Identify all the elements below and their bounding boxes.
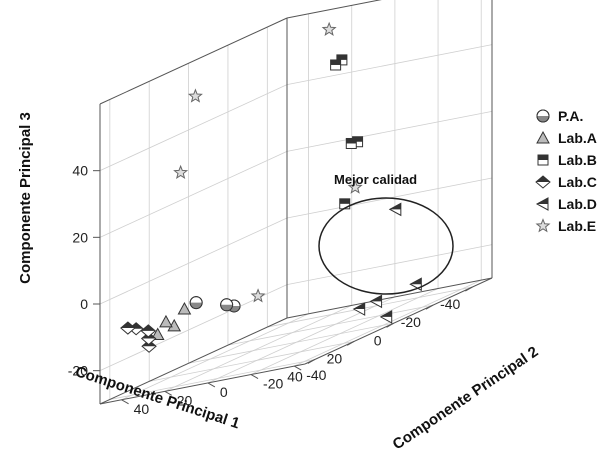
data-point <box>345 137 357 149</box>
z-axis-title: Componente Principal 3 <box>17 112 34 284</box>
legend-marker <box>537 154 549 166</box>
grid-line <box>109 359 315 400</box>
grid-line <box>99 150 288 238</box>
frame-edge <box>99 363 306 405</box>
data-point <box>187 88 203 103</box>
x-tick <box>465 286 473 292</box>
data-point <box>189 296 203 310</box>
y-tick <box>207 382 216 388</box>
data-point <box>159 314 173 328</box>
x-tick <box>386 322 394 328</box>
grid-line <box>149 340 355 382</box>
y-tick-label: 20 <box>177 392 193 408</box>
data-point <box>250 288 266 303</box>
grid-line <box>286 44 493 86</box>
legend-marker <box>536 130 550 144</box>
legend-marker <box>535 197 549 211</box>
frame-edge <box>286 0 382 19</box>
x-tick-label: 20 <box>327 350 343 366</box>
z-tick-label: -20 <box>68 363 88 379</box>
grid-line <box>99 217 288 305</box>
z-tick-label: 20 <box>72 229 88 245</box>
x-axis-title: Componente Principal 1 <box>73 363 242 432</box>
point-layer <box>120 21 422 353</box>
best-quality-annotation: Mejor calidad <box>334 172 417 187</box>
data-point <box>352 302 366 316</box>
grid-line <box>99 84 288 172</box>
data-point <box>321 21 337 36</box>
grid-line <box>121 313 309 401</box>
data-point <box>388 202 402 217</box>
frame-edge <box>304 277 493 365</box>
x-tick-label: 40 <box>287 368 303 384</box>
legend-label: Lab.E <box>558 218 596 234</box>
grid-line <box>250 288 439 375</box>
frame-edge <box>99 17 288 105</box>
legend-label: Lab.A <box>558 130 597 146</box>
y-tick <box>121 399 129 405</box>
data-point <box>220 298 234 312</box>
x-tick <box>307 359 316 364</box>
data-point <box>330 59 342 71</box>
grid-line <box>164 305 352 392</box>
y-tick <box>293 365 302 371</box>
legend-marker <box>535 218 551 233</box>
z-tick-label: 0 <box>80 296 88 312</box>
data-point <box>140 324 157 338</box>
y-tick-label: -40 <box>306 367 326 383</box>
x-tick <box>425 304 434 310</box>
legend-marker <box>536 109 550 123</box>
x-tick <box>346 340 355 346</box>
grid-line <box>286 110 493 152</box>
frame-edge <box>286 277 493 319</box>
legend-marker <box>535 175 551 189</box>
y-tick-label: 0 <box>220 384 228 400</box>
grid-line <box>267 286 473 328</box>
grid-line <box>286 244 493 286</box>
legend-label: Lab.B <box>558 152 597 168</box>
frame-edge <box>99 317 288 405</box>
data-point <box>347 179 363 194</box>
x-tick-label: -20 <box>401 314 421 330</box>
x-tick-label: -40 <box>440 296 460 312</box>
data-point <box>177 301 192 315</box>
legend-label: P.A. <box>558 108 583 124</box>
data-point <box>173 164 189 180</box>
legend-label: Lab.C <box>558 174 597 190</box>
data-point <box>409 277 422 292</box>
y-tick <box>250 374 259 379</box>
y-tick-label: 40 <box>134 401 150 417</box>
grid-line <box>294 279 482 367</box>
frame-layer <box>99 0 493 405</box>
data-point <box>379 310 393 324</box>
legend: P.A. Lab.A Lab.B Lab.C Lab.D Lab.E <box>535 108 597 234</box>
data-point <box>150 327 165 341</box>
data-point <box>369 294 383 309</box>
y-axis-title: Componente Principal 2 <box>390 343 542 453</box>
legend-label: Lab.D <box>558 196 597 212</box>
grid-line <box>188 322 394 364</box>
grid-line <box>227 304 434 346</box>
z-tick-label: 40 <box>72 163 88 179</box>
data-point <box>120 321 136 335</box>
y-tick <box>164 390 172 396</box>
x-tick-label: 0 <box>374 332 382 348</box>
best-quality-ellipse <box>318 197 454 295</box>
y-tick-label: -20 <box>263 376 283 392</box>
